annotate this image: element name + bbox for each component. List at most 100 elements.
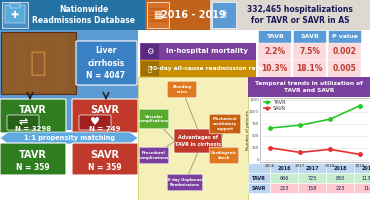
FancyBboxPatch shape xyxy=(293,60,326,77)
FancyBboxPatch shape xyxy=(258,30,291,43)
FancyBboxPatch shape xyxy=(260,98,370,162)
Text: 1000: 1000 xyxy=(249,110,259,114)
Text: 🚗: 🚗 xyxy=(148,65,152,72)
Text: 2.2%: 2.2% xyxy=(264,47,285,56)
Text: 666: 666 xyxy=(279,176,289,180)
Text: 253: 253 xyxy=(279,186,289,190)
Text: TAVR: TAVR xyxy=(266,34,283,39)
Text: Number of patients: Number of patients xyxy=(246,110,250,150)
Text: N = 359: N = 359 xyxy=(88,162,122,171)
FancyBboxPatch shape xyxy=(328,60,361,77)
Text: 250: 250 xyxy=(252,146,259,150)
Text: ⚕: ⚕ xyxy=(221,10,227,20)
Text: ♥: ♥ xyxy=(90,117,100,127)
Text: Nationwide
Readmissions Database: Nationwide Readmissions Database xyxy=(33,5,135,25)
FancyBboxPatch shape xyxy=(55,34,67,92)
Text: 2016: 2016 xyxy=(277,166,291,170)
Text: Bleeding
rates: Bleeding rates xyxy=(172,85,192,94)
FancyBboxPatch shape xyxy=(326,173,354,183)
FancyBboxPatch shape xyxy=(209,147,239,164)
Text: 1132: 1132 xyxy=(362,176,370,180)
FancyBboxPatch shape xyxy=(1,32,76,94)
FancyBboxPatch shape xyxy=(167,81,197,98)
FancyBboxPatch shape xyxy=(0,0,145,30)
FancyBboxPatch shape xyxy=(139,147,169,164)
Text: 2016: 2016 xyxy=(265,164,275,168)
Text: N = 359: N = 359 xyxy=(16,162,50,171)
Text: Vascular
complications: Vascular complications xyxy=(139,115,169,123)
FancyBboxPatch shape xyxy=(326,163,354,173)
FancyBboxPatch shape xyxy=(293,30,326,43)
Text: 30-day all-cause readmission rates: 30-day all-cause readmission rates xyxy=(149,66,265,71)
Text: ⇌: ⇌ xyxy=(18,117,28,127)
FancyBboxPatch shape xyxy=(328,43,361,60)
Text: SAVR: SAVR xyxy=(91,150,120,160)
Text: Mechanical
ventilatory
support: Mechanical ventilatory support xyxy=(213,117,237,131)
Text: SAVR: SAVR xyxy=(91,105,120,115)
FancyBboxPatch shape xyxy=(298,163,326,173)
Text: 30-day Unplanned
Readmissions: 30-day Unplanned Readmissions xyxy=(165,178,205,187)
FancyBboxPatch shape xyxy=(258,43,291,60)
FancyBboxPatch shape xyxy=(72,99,138,133)
FancyBboxPatch shape xyxy=(248,173,270,183)
Text: ⚙: ⚙ xyxy=(146,47,154,56)
FancyBboxPatch shape xyxy=(7,115,39,130)
FancyBboxPatch shape xyxy=(209,114,241,134)
FancyBboxPatch shape xyxy=(354,163,370,173)
Text: 2018: 2018 xyxy=(325,164,335,168)
FancyBboxPatch shape xyxy=(270,183,298,193)
FancyBboxPatch shape xyxy=(0,30,138,130)
FancyBboxPatch shape xyxy=(258,60,291,77)
Text: 0: 0 xyxy=(256,158,259,162)
FancyBboxPatch shape xyxy=(293,43,326,60)
Text: 2019: 2019 xyxy=(355,164,365,168)
Text: 0.005: 0.005 xyxy=(333,64,356,73)
Text: 18.1%: 18.1% xyxy=(296,64,323,73)
Text: 332,465 hospitalizations
for TAVR or SAVR in AS: 332,465 hospitalizations for TAVR or SAV… xyxy=(247,5,353,25)
FancyBboxPatch shape xyxy=(149,20,167,22)
FancyBboxPatch shape xyxy=(3,34,15,92)
FancyBboxPatch shape xyxy=(145,0,210,30)
Text: TAVR: TAVR xyxy=(19,150,47,160)
FancyBboxPatch shape xyxy=(212,2,236,28)
FancyBboxPatch shape xyxy=(298,183,326,193)
Text: TAVR: TAVR xyxy=(19,105,47,115)
FancyBboxPatch shape xyxy=(248,163,270,173)
Text: Temporal trends in utilization of
TAVR and SAVR: Temporal trends in utilization of TAVR a… xyxy=(255,81,363,93)
Text: Advantages of
TAVR in cirrhosis: Advantages of TAVR in cirrhosis xyxy=(175,135,221,147)
FancyBboxPatch shape xyxy=(141,61,159,76)
FancyBboxPatch shape xyxy=(139,109,169,129)
FancyBboxPatch shape xyxy=(2,2,28,28)
FancyBboxPatch shape xyxy=(0,143,66,175)
Text: 7.5%: 7.5% xyxy=(299,47,320,56)
Text: 0.002: 0.002 xyxy=(333,47,356,56)
Text: P value: P value xyxy=(332,34,357,39)
FancyBboxPatch shape xyxy=(270,163,298,173)
Text: 1:1 propensity matching: 1:1 propensity matching xyxy=(24,135,114,141)
Text: ✚: ✚ xyxy=(11,10,19,20)
Text: Liver
cirrhosis
N = 4047: Liver cirrhosis N = 4047 xyxy=(87,46,125,80)
Text: Cardiogenic
shock: Cardiogenic shock xyxy=(211,151,237,160)
FancyBboxPatch shape xyxy=(149,8,167,10)
FancyBboxPatch shape xyxy=(79,115,111,130)
Text: 116: 116 xyxy=(363,186,370,190)
Text: 750: 750 xyxy=(252,122,259,126)
FancyBboxPatch shape xyxy=(210,0,370,30)
Text: N = 749: N = 749 xyxy=(89,126,121,132)
Text: 1250: 1250 xyxy=(249,98,259,102)
Text: TAVR: TAVR xyxy=(273,99,285,104)
FancyBboxPatch shape xyxy=(326,183,354,193)
Text: 223: 223 xyxy=(335,186,345,190)
Text: 2016 - 2019: 2016 - 2019 xyxy=(161,10,225,20)
Text: 2017: 2017 xyxy=(305,166,319,170)
Text: 2018: 2018 xyxy=(333,166,347,170)
Text: TAVR: TAVR xyxy=(252,176,266,180)
FancyBboxPatch shape xyxy=(270,173,298,183)
FancyBboxPatch shape xyxy=(76,41,137,85)
FancyBboxPatch shape xyxy=(149,12,167,14)
Polygon shape xyxy=(0,132,138,144)
Text: ▦: ▦ xyxy=(154,10,163,20)
Text: 850: 850 xyxy=(335,176,345,180)
FancyBboxPatch shape xyxy=(328,30,361,43)
FancyBboxPatch shape xyxy=(5,5,25,23)
